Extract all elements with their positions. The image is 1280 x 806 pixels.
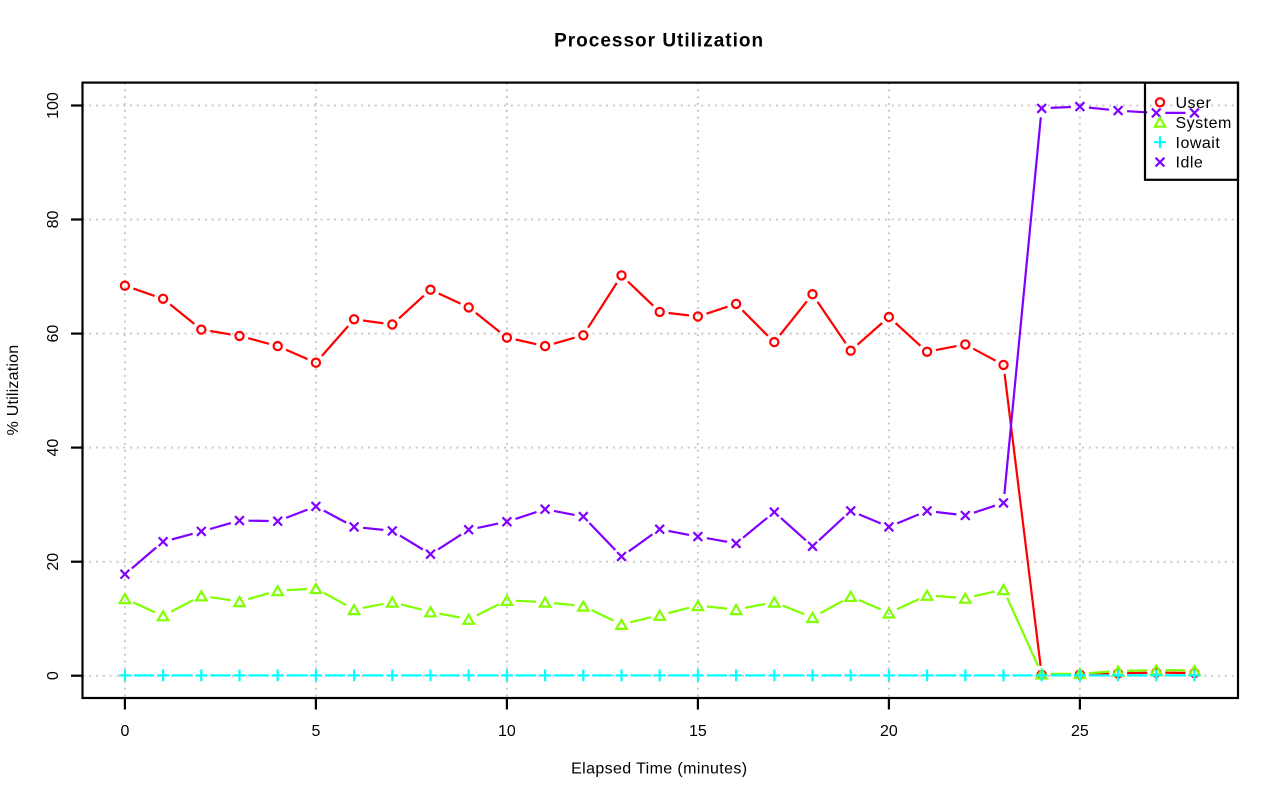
svg-text:10: 10 [498, 723, 516, 740]
svg-text:Elapsed Time (minutes): Elapsed Time (minutes) [571, 760, 747, 777]
svg-text:System: System [1176, 115, 1232, 132]
svg-text:Iowait: Iowait [1176, 135, 1221, 152]
svg-text:60: 60 [45, 325, 62, 343]
svg-text:0: 0 [120, 723, 129, 740]
svg-text:40: 40 [45, 439, 62, 457]
svg-text:15: 15 [689, 723, 707, 740]
svg-text:User: User [1176, 95, 1212, 112]
svg-text:20: 20 [880, 723, 898, 740]
svg-text:0: 0 [45, 671, 62, 680]
svg-text:100: 100 [45, 92, 62, 119]
svg-text:20: 20 [45, 553, 62, 571]
svg-text:% Utilization: % Utilization [5, 345, 22, 436]
svg-text:Idle: Idle [1176, 155, 1204, 172]
svg-text:Processor Utilization: Processor Utilization [554, 31, 764, 52]
svg-text:25: 25 [1071, 723, 1089, 740]
svg-text:80: 80 [45, 211, 62, 229]
svg-text:5: 5 [311, 723, 320, 740]
